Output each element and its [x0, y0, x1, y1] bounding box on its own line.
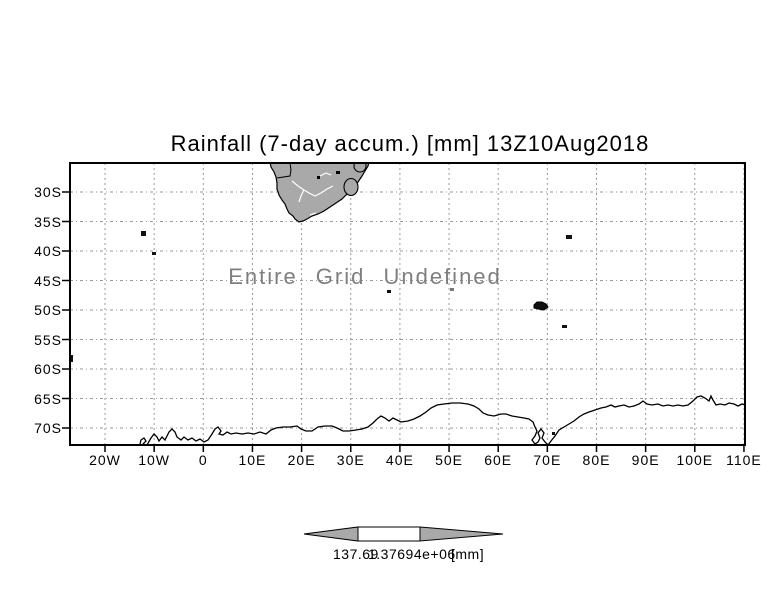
lat-tick-label: 55S — [34, 331, 62, 348]
lat-tick-label: 65S — [34, 390, 62, 407]
lat-tick-label: 70S — [34, 420, 62, 436]
colorbar-left-arrow — [303, 526, 359, 542]
colorbar-left-value: 137.69 — [333, 546, 379, 562]
island-speck-heard — [562, 325, 567, 328]
lon-tick-label: 20E — [287, 452, 316, 468]
lesotho-border — [343, 177, 359, 197]
lon-tick-label: 30E — [336, 452, 365, 468]
colorbar-right-arrow — [419, 526, 504, 542]
lon-tick-label: 90E — [631, 452, 660, 468]
island-speck-amsterdam — [566, 235, 572, 239]
plot-title: Rainfall (7-day accum.) [mm] 13Z10Aug201… — [170, 131, 650, 156]
lon-tick-label: 20W — [89, 452, 121, 468]
lat-tick-label: 35S — [34, 213, 62, 230]
lat-tick-label: 30S — [34, 184, 62, 200]
island-speck-gough — [152, 252, 156, 255]
antarctic-coastline — [139, 394, 744, 444]
swaziland-border — [353, 164, 367, 173]
country-border-line — [276, 164, 292, 179]
lon-tick-label: 100E — [676, 452, 714, 468]
lat-tick-label: 60S — [34, 361, 62, 377]
lon-tick-label: 60E — [484, 452, 513, 468]
island-speck-marion — [387, 290, 391, 293]
lon-tick-label: 110E — [726, 452, 762, 468]
vertical-gridlines — [104, 163, 745, 445]
land-dot — [317, 176, 320, 179]
lat-tick-label: 40S — [34, 243, 62, 259]
plot-frame — [69, 162, 746, 446]
colorbar — [303, 526, 504, 542]
axis-tickmarks — [62, 191, 745, 452]
kerguelen-island — [533, 301, 549, 311]
lon-tick-label: 70E — [533, 452, 562, 468]
lon-tick-label: 0 — [198, 452, 208, 468]
island-speck-coast — [552, 432, 555, 435]
lon-tick-label: 10W — [138, 452, 171, 468]
island-speck-sandwich — [71, 355, 73, 362]
lon-tick-label: 40E — [385, 452, 414, 468]
lon-tick-label: 80E — [582, 452, 611, 468]
lat-tick-label: 45S — [34, 272, 62, 289]
island-speck-crozet — [450, 288, 454, 291]
lon-tick-label: 50E — [435, 452, 463, 468]
island-speck-tristan — [141, 231, 146, 236]
colorbar-box — [357, 526, 421, 542]
land-dot — [336, 171, 340, 174]
basemap-layer — [71, 164, 744, 444]
lon-tick-label: 10E — [238, 452, 267, 468]
river-lines — [291, 172, 347, 216]
africa-landmass — [269, 164, 370, 223]
grid-undefined-message: Entire Grid Undefined — [228, 264, 502, 289]
colorbar-overlap-value: 1.37694e+06 — [368, 546, 456, 562]
horizontal-gridlines — [70, 191, 745, 429]
lat-tick-label: 50S — [34, 302, 62, 318]
colorbar-unit-label: [mm] — [451, 546, 485, 562]
